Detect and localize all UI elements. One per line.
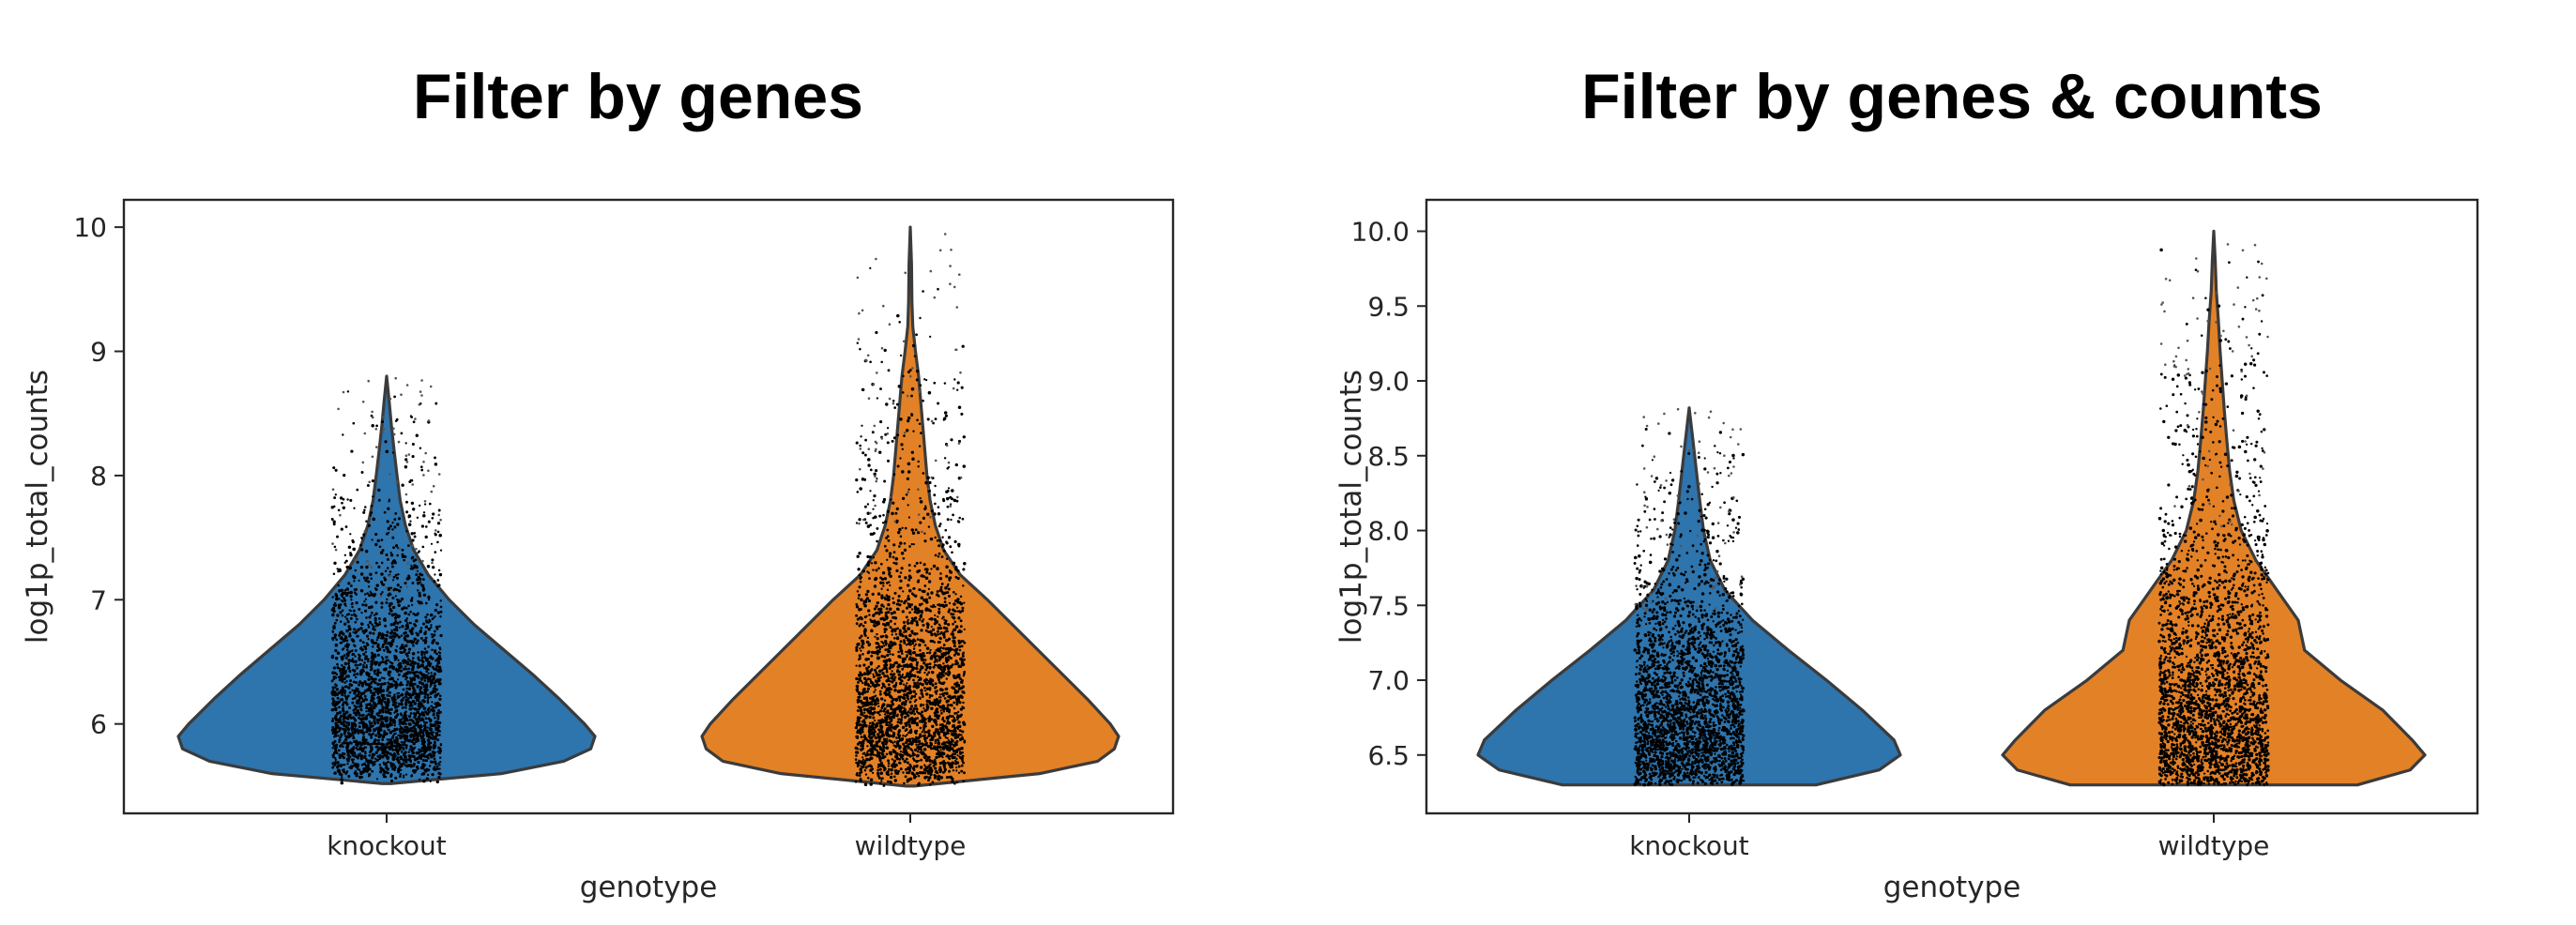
y-axis-label: log1p_total_counts	[21, 370, 54, 644]
plot-frame	[1425, 198, 2479, 815]
y-tick-label: 7.0	[1367, 665, 1410, 696]
x-axis-label: genotype	[580, 871, 718, 904]
y-tick-label: 6.5	[1367, 740, 1410, 771]
violin-knockout	[1476, 406, 1902, 787]
y-tick-label: 10.0	[1351, 216, 1410, 247]
points-knockout	[1633, 407, 1745, 787]
violin-wildtype	[700, 225, 1120, 788]
violin-chart-filter-genes: 6 7 8 9 10 knockout wildtype genotype log1p_tota…	[21, 198, 1175, 904]
x-axis-label: genotype	[1883, 871, 2021, 904]
y-tick-label: 6	[90, 709, 107, 740]
violin-chart-filter-genes-counts: 6.5 7.0 7.5 8.0 8.5 9.0 9.5 10.0 knockout wildtyp…	[1334, 198, 2479, 904]
x-tick-label: wildtype	[2158, 830, 2270, 861]
chart-title-right: Filter by genes & counts	[1581, 61, 2323, 132]
y-tick-label: 8.0	[1367, 516, 1410, 547]
y-tick-label: 8	[90, 461, 107, 492]
points-wildtype	[854, 233, 967, 787]
y-tick-label: 9.0	[1367, 366, 1410, 397]
chart-title-left: Filter by genes	[413, 61, 863, 132]
y-tick-label: 7	[90, 584, 107, 615]
y-tick-label: 8.5	[1367, 441, 1410, 472]
y-tick-label: 9.5	[1367, 291, 1410, 322]
y-tick-label: 10	[73, 212, 107, 243]
x-tick-label: wildtype	[855, 830, 967, 861]
x-tick-label: knockout	[1629, 830, 1749, 861]
x-tick-label: knockout	[327, 830, 447, 861]
y-axis-label: log1p_total_counts	[1334, 370, 1368, 644]
violin-wildtype	[2001, 229, 2427, 787]
plot-frame	[122, 198, 1175, 815]
points-wildtype	[2157, 243, 2270, 787]
points-knockout	[330, 376, 443, 785]
y-tick-label: 9	[90, 337, 107, 368]
y-tick-label: 7.5	[1367, 590, 1410, 621]
